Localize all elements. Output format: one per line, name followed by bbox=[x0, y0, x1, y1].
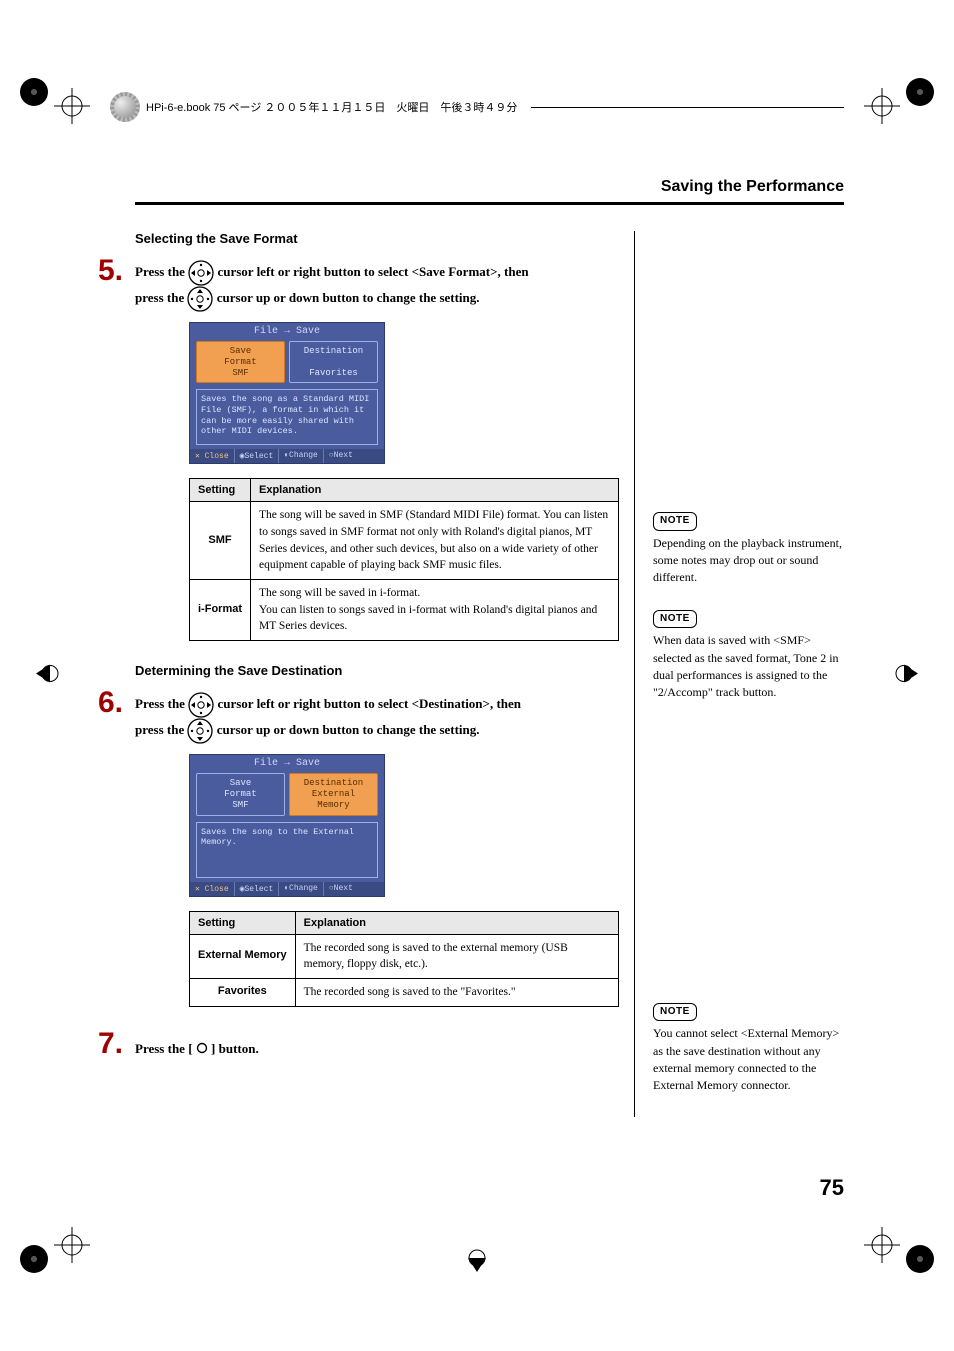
step-body: Press the [ ] button. bbox=[135, 1029, 620, 1062]
lcd-description: Saves the song to the External Memory. bbox=[196, 822, 378, 878]
subhead-save-format: Selecting the Save Format bbox=[135, 231, 620, 246]
header-rule bbox=[531, 107, 844, 108]
print-corner-bl bbox=[20, 1245, 48, 1273]
step-7: 7. Press the [ ] button. bbox=[135, 1029, 620, 1062]
print-corner-tr bbox=[906, 78, 934, 106]
print-corner-br bbox=[906, 1245, 934, 1273]
lcd-cell-destination: Destination External Memory bbox=[289, 773, 378, 815]
crop-mark-bl bbox=[54, 1227, 90, 1263]
th-setting: Setting bbox=[190, 911, 296, 934]
note-external-memory: NOTE You cannot select <External Memory>… bbox=[653, 1002, 844, 1095]
step-body: Press the cursor left or right button to… bbox=[135, 256, 620, 312]
note-playback: NOTE Depending on the playback instrumen… bbox=[653, 511, 844, 587]
lcd-screenshot-save-format: File → Save Save Format SMF Destination … bbox=[189, 322, 385, 464]
lcd-screenshot-destination: File → Save Save Format SMF Destination … bbox=[189, 754, 385, 896]
crop-mark-mb bbox=[462, 1248, 492, 1277]
lcd-footer: ✕ Close ◉Select ◐Change ○Next bbox=[190, 882, 384, 896]
lcd-footer: ✕ Close ◉Select ◐Change ○Next bbox=[190, 449, 384, 463]
table-row: SMF The song will be saved in SMF (Stand… bbox=[190, 502, 619, 580]
side-column: NOTE Depending on the playback instrumen… bbox=[653, 231, 844, 1117]
subhead-save-destination: Determining the Save Destination bbox=[135, 663, 620, 678]
running-head: Saving the Performance bbox=[135, 178, 844, 205]
crop-mark-ml bbox=[36, 658, 60, 693]
print-header: HPi-6-e.book 75 ページ ２００５年１１月１５日 火曜日 午後３時… bbox=[110, 92, 844, 122]
header-text: HPi-6-e.book 75 ページ ２００５年１１月１５日 火曜日 午後３時… bbox=[146, 99, 517, 115]
step-5: 5. Press the cursor left or right button… bbox=[135, 256, 620, 312]
print-corner-tl bbox=[20, 78, 48, 106]
main-column: Selecting the Save Format 5. Press the c… bbox=[135, 231, 635, 1117]
lcd-description: Saves the song as a Standard MIDI File (… bbox=[196, 389, 378, 445]
note-smf-tone2: NOTE When data is saved with <SMF> selec… bbox=[653, 609, 844, 702]
table-save-format: Setting Explanation SMF The song will be… bbox=[189, 478, 619, 641]
crop-mark-mr bbox=[894, 658, 918, 693]
lcd-title: File → Save bbox=[190, 323, 384, 341]
table-destination: Setting Explanation External Memory The … bbox=[189, 911, 619, 1007]
cursor-lr-icon bbox=[188, 692, 214, 718]
step-number: 5. bbox=[89, 256, 123, 286]
step-number: 7. bbox=[89, 1029, 123, 1059]
th-explanation: Explanation bbox=[295, 911, 618, 934]
globe-icon bbox=[110, 92, 140, 122]
note-badge: NOTE bbox=[653, 610, 697, 629]
lcd-cell-destination: Destination Favorites bbox=[289, 341, 378, 383]
note-badge: NOTE bbox=[653, 512, 697, 531]
crop-mark-tr bbox=[864, 88, 900, 124]
note-badge: NOTE bbox=[653, 1003, 697, 1022]
lcd-cell-save-format: Save Format SMF bbox=[196, 773, 285, 815]
step-number: 6. bbox=[89, 688, 123, 718]
table-row: External Memory The recorded song is sav… bbox=[190, 934, 619, 978]
table-row: i-Format The song will be saved in i-for… bbox=[190, 580, 619, 641]
circle-button-icon bbox=[196, 1038, 208, 1061]
crop-mark-br bbox=[864, 1227, 900, 1263]
table-row: Favorites The recorded song is saved to … bbox=[190, 978, 619, 1006]
th-explanation: Explanation bbox=[251, 479, 619, 502]
lcd-title: File → Save bbox=[190, 755, 384, 773]
step-body: Press the cursor left or right button to… bbox=[135, 688, 620, 744]
cursor-ud-icon bbox=[187, 286, 213, 312]
cursor-ud-icon bbox=[187, 718, 213, 744]
lcd-cell-save-format: Save Format SMF bbox=[196, 341, 285, 383]
step-6: 6. Press the cursor left or right button… bbox=[135, 688, 620, 744]
page-number: 75 bbox=[820, 1175, 844, 1201]
cursor-lr-icon bbox=[188, 260, 214, 286]
crop-mark-tl bbox=[54, 88, 90, 124]
th-setting: Setting bbox=[190, 479, 251, 502]
